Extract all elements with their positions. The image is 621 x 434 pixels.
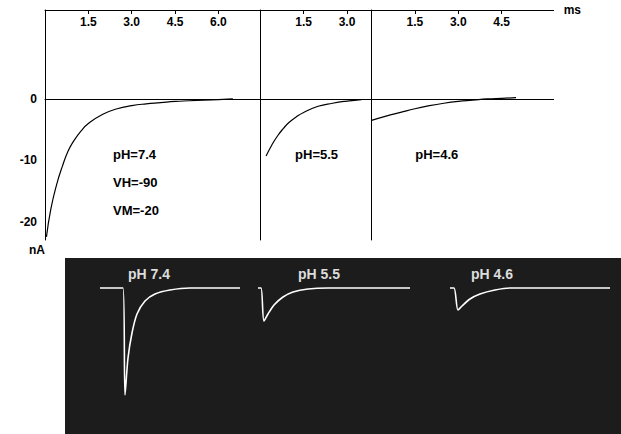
svg-text:pH=5.5: pH=5.5 <box>295 147 338 162</box>
svg-text:0: 0 <box>30 92 37 106</box>
svg-text:pH 4.6: pH 4.6 <box>471 266 513 282</box>
svg-text:4.5: 4.5 <box>167 15 184 29</box>
svg-text:pH=4.6: pH=4.6 <box>415 147 458 162</box>
svg-text:nA: nA <box>29 243 45 257</box>
svg-text:pH 5.5: pH 5.5 <box>298 266 340 282</box>
svg-text:1.5: 1.5 <box>295 15 312 29</box>
svg-text:3.0: 3.0 <box>339 15 356 29</box>
svg-text:VH=-90: VH=-90 <box>113 175 157 190</box>
svg-text:pH=7.4: pH=7.4 <box>113 147 157 162</box>
svg-text:VM=-20: VM=-20 <box>113 203 159 218</box>
svg-text:4.5: 4.5 <box>493 15 510 29</box>
svg-text:6.0: 6.0 <box>210 15 227 29</box>
svg-text:ms: ms <box>564 3 582 17</box>
svg-text:3.0: 3.0 <box>123 15 140 29</box>
svg-text:1.5: 1.5 <box>80 15 97 29</box>
svg-text:-20: -20 <box>20 215 38 229</box>
svg-text:3.0: 3.0 <box>450 15 467 29</box>
svg-text:1.5: 1.5 <box>407 15 424 29</box>
svg-text:pH 7.4: pH 7.4 <box>128 266 170 282</box>
svg-text:-10: -10 <box>20 153 38 167</box>
